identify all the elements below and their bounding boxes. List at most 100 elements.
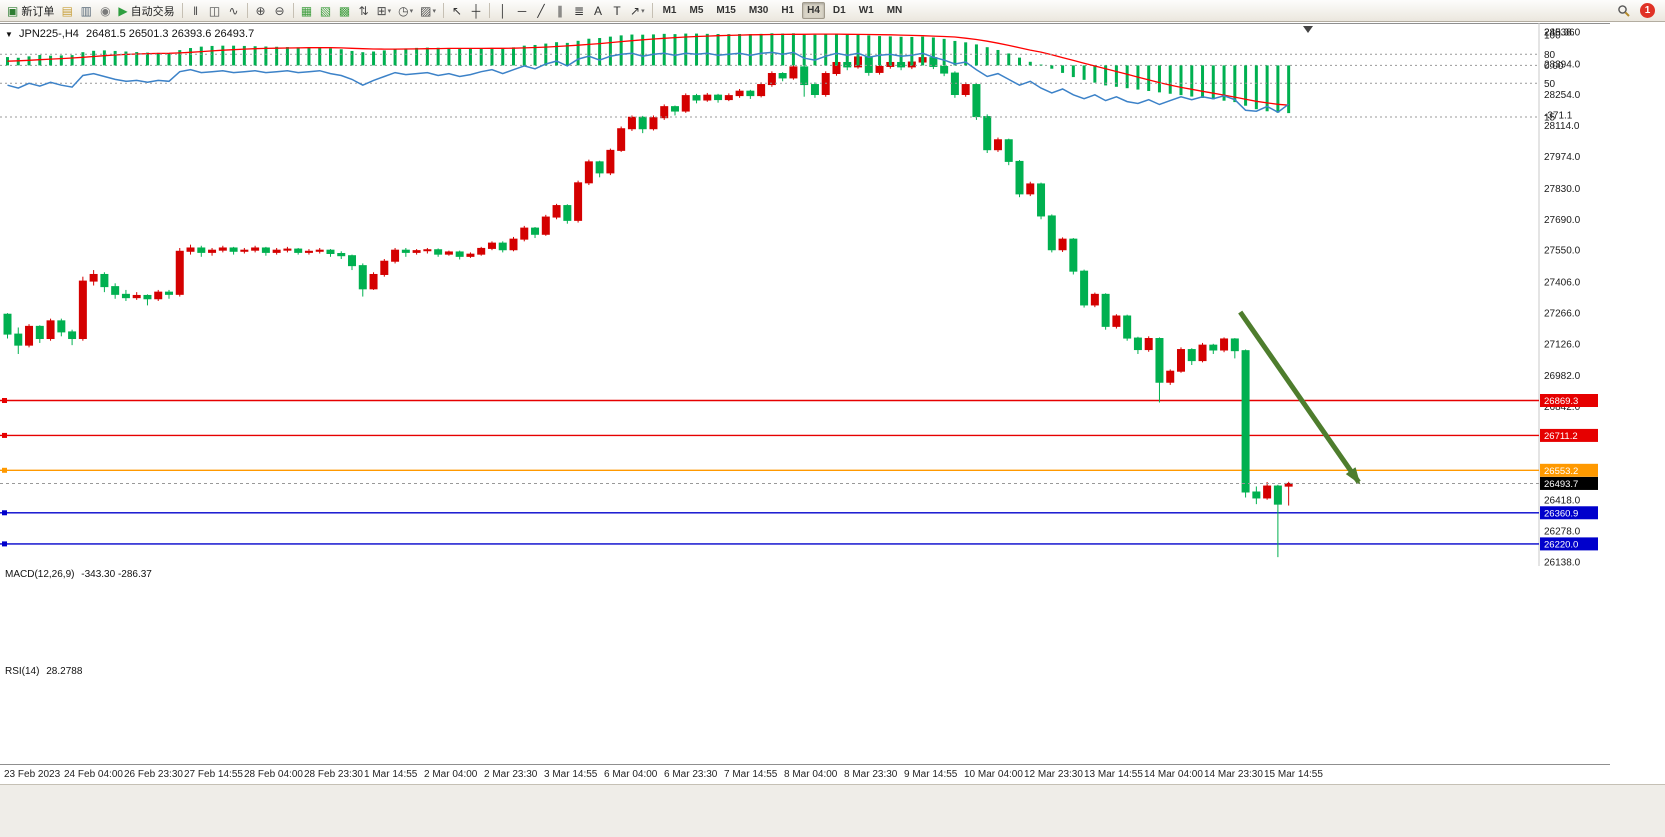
rsi-axis-label: 80	[1544, 50, 1556, 61]
time-label: 8 Mar 23:30	[844, 769, 898, 780]
timeframe-h1[interactable]: H1	[781, 5, 795, 16]
line-handle	[2, 432, 7, 438]
svg-text:26711.2: 26711.2	[1544, 431, 1578, 442]
zoom-out-icon[interactable]: ⊖	[271, 2, 289, 20]
candlestick-chart-icon-glyph: ◫	[208, 3, 221, 18]
vertical-line-icon[interactable]: │	[494, 2, 512, 20]
support-icon-glyph: ◉	[100, 3, 111, 18]
macd-label: MACD(12,26,9) -343.30 -286.37	[5, 569, 152, 580]
arrows-icon[interactable]: ↗ ▾	[627, 2, 648, 20]
macd-axis-label: 0.00	[1544, 61, 1564, 72]
price-axis-label: 27266.0	[1544, 308, 1581, 319]
tile-windows-icon-glyph: ▦	[300, 3, 313, 18]
toolbar-buttons: ▣ 新订单 ▤ ▥ ◉ ▶ 自动交易 ‖ ◫ ∿ ⊕ ⊖ ▦ ▧ ▩ ⇅ ⊞ ▾ ◷ ▾ ▨ ▾ ↖ ┼ │ ─ ╱ ∥ ≣ A T ↗ ▾ M1…	[4, 2, 908, 20]
price-badge	[1540, 463, 1598, 477]
horizontal-line-icon[interactable]: ─	[513, 2, 531, 20]
timeframe-m1[interactable]: M1	[662, 5, 677, 16]
rsi-value: 28.2788	[46, 666, 83, 677]
candlestick-chart-icon[interactable]: ◫	[206, 2, 224, 20]
svg-text:26220.0: 26220.0	[1544, 539, 1578, 550]
chart-window[interactable]: ▼ JPN225-,H4 26481.5 26501.3 26393.6 264…	[0, 23, 1665, 837]
timeframe-h4[interactable]: H4	[802, 2, 825, 19]
price-axis-label: 26982.0	[1544, 371, 1581, 382]
cursor-icon-glyph: ↖	[451, 3, 463, 18]
price-chart[interactable]: 28538.0 28394.0 28254.0 28114.0 27974.0 27830…	[0, 23, 1610, 566]
timeframe-m5[interactable]: M5	[689, 5, 704, 16]
charts-window-icon-glyph: ▤	[61, 3, 74, 18]
time-label: 23 Feb 2023	[4, 769, 61, 780]
price-axis-label: 28254.0	[1544, 90, 1581, 101]
crosshair-icon[interactable]: ┼	[467, 2, 485, 20]
toolbar-separator	[246, 3, 248, 18]
price-axis-label: 27690.0	[1544, 215, 1581, 226]
macd-signal-line	[7, 33, 1289, 106]
print-icon-glyph: ▥	[80, 3, 93, 18]
line-chart-icon[interactable]: ∿	[225, 2, 243, 20]
bar-chart-icon[interactable]: ‖	[187, 2, 205, 20]
macd-values: -343.30 -286.37	[81, 569, 152, 580]
rsi-panel[interactable]: 100 80 50 15	[0, 23, 1610, 124]
rsi-label: RSI(14) 28.2788	[5, 666, 82, 677]
price-axis-label: 26418.0	[1544, 496, 1581, 507]
time-label: 28 Feb 23:30	[304, 769, 363, 780]
ohlc-values: 26481.5 26501.3 26393.6 26493.7	[85, 28, 255, 40]
current-price-badge	[1540, 476, 1598, 490]
templates-icon[interactable]: ▨ ▾	[417, 2, 439, 20]
price-axis-label: 27126.0	[1544, 339, 1581, 350]
timeframe-d1[interactable]: D1	[832, 5, 846, 16]
indicators-icon-glyph: ⊞	[376, 3, 387, 18]
period-clock-icon-glyph: ◷	[398, 3, 409, 18]
price-badge	[1540, 394, 1598, 408]
price-axis-label: 28538.0	[1544, 28, 1581, 39]
timeframe-mn[interactable]: MN	[886, 5, 903, 16]
sort-up-icon-glyph: ⇅	[358, 3, 369, 18]
price-axis-label: 27974.0	[1544, 152, 1581, 163]
price-axis-label: 27830.0	[1544, 184, 1581, 195]
text-icon[interactable]: A	[589, 2, 607, 20]
vertical-line-icon-glyph: │	[499, 3, 507, 18]
text-label-icon[interactable]: T	[608, 2, 626, 20]
fibonacci-icon[interactable]: ≣	[570, 2, 588, 20]
time-label: 10 Mar 04:00	[964, 769, 1023, 780]
price-badge	[1540, 537, 1598, 551]
chart-shift-marker	[1303, 26, 1313, 33]
time-axis[interactable]: 23 Feb 2023 24 Feb 04:00 26 Feb 23:30 27 Fe…	[0, 764, 1610, 784]
candles	[3, 49, 1293, 558]
trendline-icon[interactable]: ╱	[532, 2, 550, 20]
text-label-icon-glyph: T	[613, 3, 621, 18]
line-handle	[2, 510, 7, 516]
rsi-axis-label: 15	[1544, 113, 1556, 124]
timeframe-w1[interactable]: W1	[858, 5, 874, 16]
indicators-icon[interactable]: ⊞ ▾	[374, 2, 395, 20]
timeframe-m15[interactable]: M15	[716, 5, 736, 16]
charts-window-icon[interactable]: ▤	[58, 2, 76, 20]
templates-icon-glyph: ▨	[420, 3, 432, 18]
time-label: 3 Mar 14:55	[544, 769, 598, 780]
symbol-info: ▼ JPN225-,H4 26481.5 26501.3 26393.6 264…	[5, 28, 254, 40]
period-clock-icon[interactable]: ◷ ▾	[395, 2, 416, 20]
print-icon[interactable]: ▥	[77, 2, 95, 20]
timeframe-m30[interactable]: M30	[748, 5, 769, 16]
new-order-button[interactable]: ▣ 新订单	[4, 2, 57, 20]
time-label: 9 Mar 14:55	[904, 769, 958, 780]
svg-text:26553.2: 26553.2	[1544, 466, 1578, 477]
price-badge	[1540, 506, 1598, 520]
rsi-line	[7, 51, 1290, 114]
cursor-icon[interactable]: ↖	[448, 2, 466, 20]
autotrade-button[interactable]: ▶ 自动交易	[115, 2, 177, 20]
notification-badge[interactable]: 1	[1640, 3, 1655, 18]
search-icon[interactable]	[1614, 2, 1634, 20]
chart-menu-icon[interactable]: ▼	[5, 30, 13, 39]
cascade-windows-icon[interactable]: ▧	[317, 2, 335, 20]
zoom-in-icon[interactable]: ⊕	[252, 2, 270, 20]
time-label: 6 Mar 23:30	[664, 769, 718, 780]
channel-icon[interactable]: ∥	[551, 2, 569, 20]
bottom-strip	[0, 784, 1665, 837]
dropdown-icon: ▾	[432, 7, 437, 15]
tile-windows-icon[interactable]: ▦	[298, 2, 316, 20]
dropdown-icon: ▾	[387, 7, 392, 15]
arrange-windows-icon[interactable]: ▩	[336, 2, 354, 20]
trend-arrow[interactable]	[1238, 310, 1361, 485]
support-icon[interactable]: ◉	[96, 2, 114, 20]
sort-up-icon[interactable]: ⇅	[355, 2, 373, 20]
